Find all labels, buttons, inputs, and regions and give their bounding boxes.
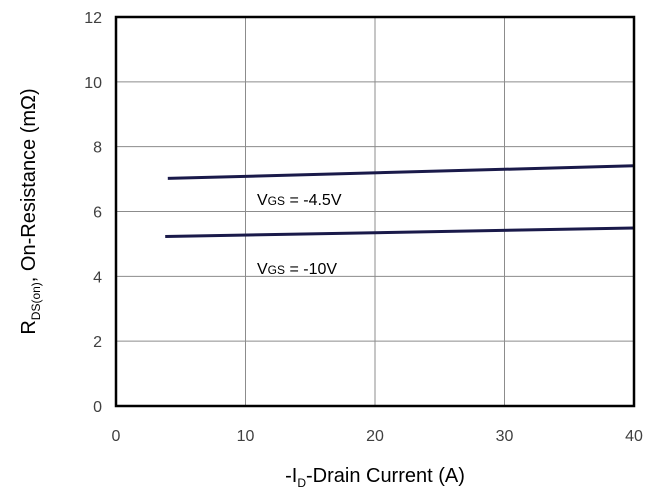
x-tick-label: 40 [625,428,643,445]
y-axis-title: RDS(on), On-Resistance (mΩ) [18,88,43,334]
series-lines [165,164,635,238]
series-label: VGS = -10V [257,261,337,278]
y-tick-label: 8 [93,140,102,157]
grid-lines [116,17,634,406]
series-line [165,226,635,238]
x-tick-labels: 0 10 20 30 40 [112,428,643,445]
y-tick-label: 2 [93,334,102,351]
series-label: VGS = -4.5V [257,192,342,209]
y-tick-label: 6 [93,205,102,222]
series-labels: VGS = -4.5V VGS = -10V [257,192,342,278]
x-tick-label: 20 [366,428,384,445]
x-axis-title: -ID-Drain Current (A) [285,465,465,490]
y-tick-label: 10 [84,75,102,92]
y-tick-label: 12 [84,10,102,27]
y-tick-label: 0 [93,399,102,416]
y-tick-label: 4 [93,269,102,286]
plot-frame [114,15,636,408]
y-tick-labels: 0 2 4 6 8 10 12 [84,10,102,416]
x-tick-label: 30 [496,428,514,445]
x-tick-label: 10 [237,428,255,445]
series-line [167,164,635,180]
x-tick-label: 0 [112,428,121,445]
